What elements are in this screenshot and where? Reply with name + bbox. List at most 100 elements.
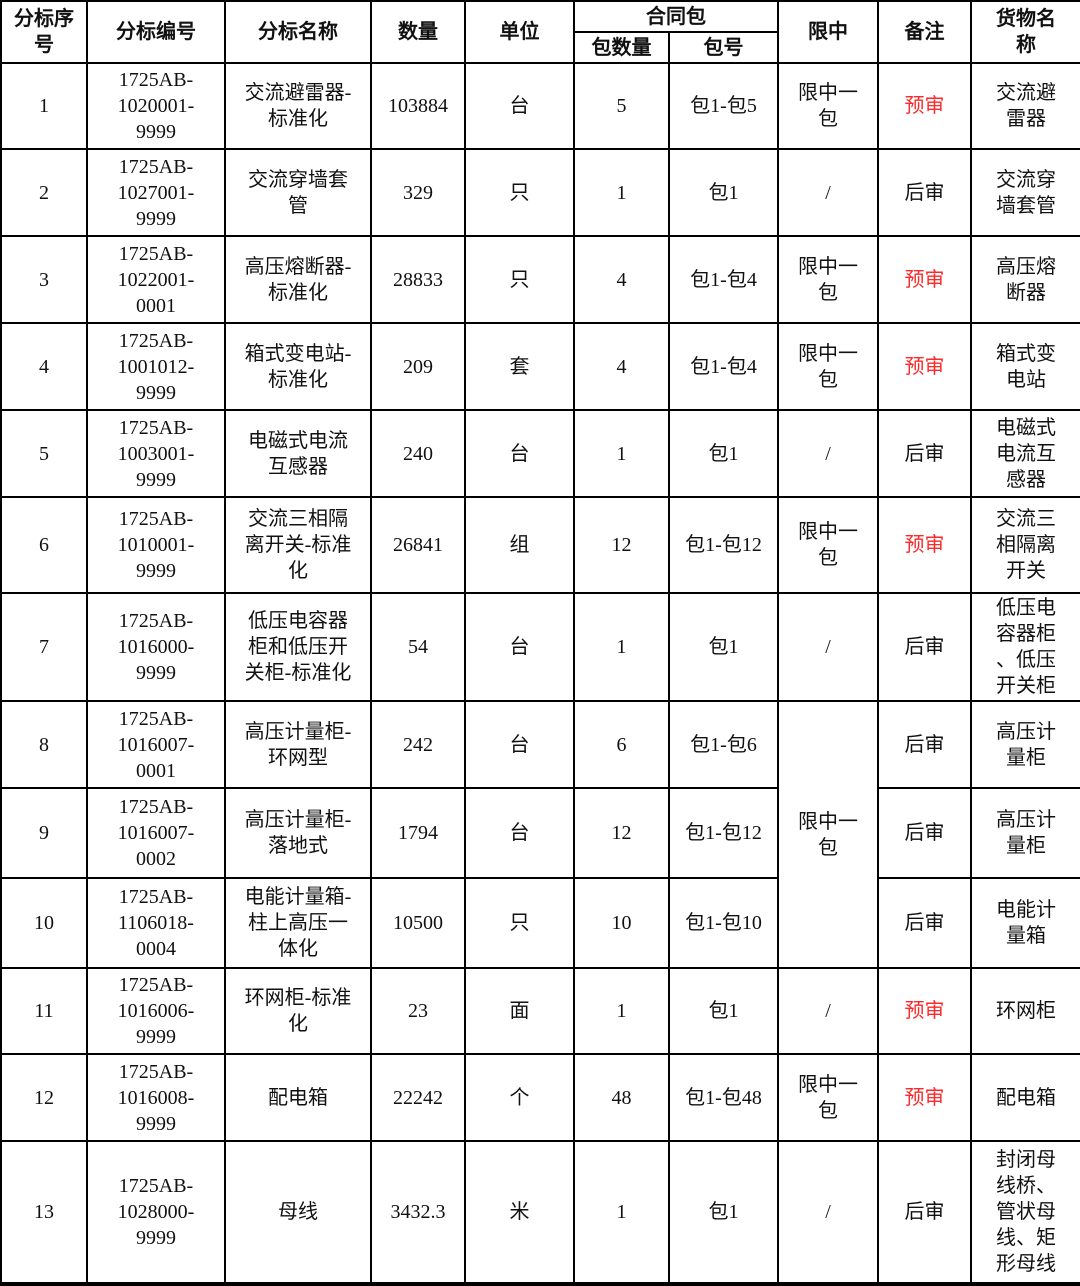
table-row: 3 1725AB- 1022001- 0001 高压熔断器- 标准化 28833 只 4 包… [0,235,1080,324]
header-package-count: 包数量 [573,31,670,64]
header-row-top: 分标序 号 分标编号 分标名称 数量 单位 合同包 限中 备注 货物名 称 [0,0,1080,64]
name-cell: 配电箱 [224,1053,372,1142]
code-cell: 1725AB- 1001012- 9999 [86,322,226,411]
unit-cell: 只 [464,235,575,324]
limit-cell: / [777,592,879,702]
limit-cell: / [777,967,879,1055]
seq-cell: 3 [0,235,88,324]
seq-cell: 1 [0,62,88,150]
goods-cell: 电磁式 电流互 感器 [970,409,1080,498]
code-cell: 1725AB- 1020001- 9999 [86,62,226,150]
package-count-cell: 10 [573,877,670,969]
name-cell: 电能计量箱- 柱上高压一 体化 [224,877,372,969]
package-count-cell: 1 [573,409,670,498]
qty-cell: 329 [370,148,466,237]
package-no-cell: 包1-包48 [668,1053,779,1142]
package-no-cell: 包1-包10 [668,877,779,969]
qty-cell: 26841 [370,496,466,594]
package-count-cell: 1 [573,1140,670,1285]
header-row-sub: 包数量 包号 [1,31,1080,64]
remark-cell: 后审 [877,592,972,702]
remark-cell: 后审 [877,148,972,237]
limit-cell: 限中一 包 [777,235,879,324]
package-count-cell: 12 [573,787,670,879]
package-no-cell: 包1 [668,967,779,1055]
name-cell: 交流三相隔 离开关-标准 化 [224,496,372,594]
table-header: 分标序 号 分标编号 分标名称 数量 单位 合同包 限中 备注 货物名 称 包数… [0,0,1080,64]
seq-cell: 9 [0,787,88,879]
code-cell: 1725AB- 1016000- 9999 [86,592,226,702]
goods-cell: 高压熔 断器 [970,235,1080,324]
header-seq: 分标序 号 [0,0,88,64]
qty-cell: 23 [370,967,466,1055]
table-row: 4 1725AB- 1001012- 9999 箱式变电站- 标准化 209 套 4 包1-… [0,322,1080,411]
table-row: 2 1725AB- 1027001- 9999 交流穿墙套 管 329 只 1 包1/后审交… [0,148,1080,237]
package-no-cell: 包1-包4 [668,235,779,324]
seq-cell: 5 [0,409,88,498]
remark-cell: 预审 [877,967,972,1055]
table-row: 13 1725AB- 1028000- 9999 母线 3432.3 米 1 包1/后审 封闭… [0,1140,1080,1285]
package-count-cell: 4 [573,322,670,411]
qty-cell: 28833 [370,235,466,324]
header-goods: 货物名 称 [970,0,1080,64]
package-count-cell: 1 [573,592,670,702]
qty-cell: 54 [370,592,466,702]
code-cell: 1725AB- 1028000- 9999 [86,1140,226,1285]
goods-cell: 交流穿 墙套管 [970,148,1080,237]
remark-cell: 后审 [877,409,972,498]
code-cell: 1725AB- 1027001- 9999 [86,148,226,237]
package-no-cell: 包1 [668,148,779,237]
seq-cell: 13 [0,1140,88,1285]
name-cell: 高压熔断器- 标准化 [224,235,372,324]
goods-cell: 环网柜 [970,967,1080,1055]
remark-cell: 后审 [877,700,972,789]
qty-cell: 103884 [370,62,466,150]
table-row: 10 1725AB- 1106018- 0004 电能计量箱- 柱上高压一 体化 10… [0,877,1080,969]
header-qty: 数量 [370,0,466,64]
code-cell: 1725AB- 1106018- 0004 [86,877,226,969]
package-no-cell: 包1 [668,1140,779,1285]
limit-cell: 限中一 包 [777,496,879,594]
package-count-cell: 6 [573,700,670,789]
unit-cell: 只 [464,148,575,237]
package-count-cell: 1 [573,967,670,1055]
package-no-cell: 包1-包4 [668,322,779,411]
limit-cell: / [777,1140,879,1285]
remark-cell: 后审 [877,787,972,879]
package-count-cell: 1 [573,148,670,237]
name-cell: 电磁式电流 互感器 [224,409,372,498]
package-no-cell: 包1-包5 [668,62,779,150]
package-count-cell: 4 [573,235,670,324]
remark-cell: 预审 [877,496,972,594]
code-cell: 1725AB- 1003001- 9999 [86,409,226,498]
limit-cell: / [777,409,879,498]
table-body: 1 1725AB- 1020001- 9999 交流避雷器- 标准化 103884 台 5… [0,62,1080,1285]
table-row: 7 1725AB- 1016000- 9999 低压电容器 柜和低压开 关柜-标准化… [0,592,1080,702]
limit-cell: 限中一 包 [777,1053,879,1142]
package-no-cell: 包1 [668,409,779,498]
qty-cell: 10500 [370,877,466,969]
unit-cell: 米 [464,1140,575,1285]
qty-cell: 242 [370,700,466,789]
qty-cell: 1794 [370,787,466,879]
seq-cell: 11 [0,967,88,1055]
name-cell: 低压电容器 柜和低压开 关柜-标准化 [224,592,372,702]
header-contract-package: 合同包 [573,0,779,33]
name-cell: 母线 [224,1140,372,1285]
package-count-cell: 12 [573,496,670,594]
remark-cell: 预审 [877,235,972,324]
goods-cell: 封闭母 线桥、 管状母 线、矩 形母线 [970,1140,1080,1285]
code-cell: 1725AB- 1022001- 0001 [86,235,226,324]
qty-cell: 209 [370,322,466,411]
package-no-cell: 包1-包12 [668,787,779,879]
qty-cell: 3432.3 [370,1140,466,1285]
code-cell: 1725AB- 1016008- 9999 [86,1053,226,1142]
goods-cell: 配电箱 [970,1053,1080,1142]
remark-cell: 后审 [877,1140,972,1285]
limit-cell: 限中一 包 [777,700,879,969]
name-cell: 交流避雷器- 标准化 [224,62,372,150]
header-unit: 单位 [464,0,575,64]
goods-cell: 交流三 相隔离 开关 [970,496,1080,594]
